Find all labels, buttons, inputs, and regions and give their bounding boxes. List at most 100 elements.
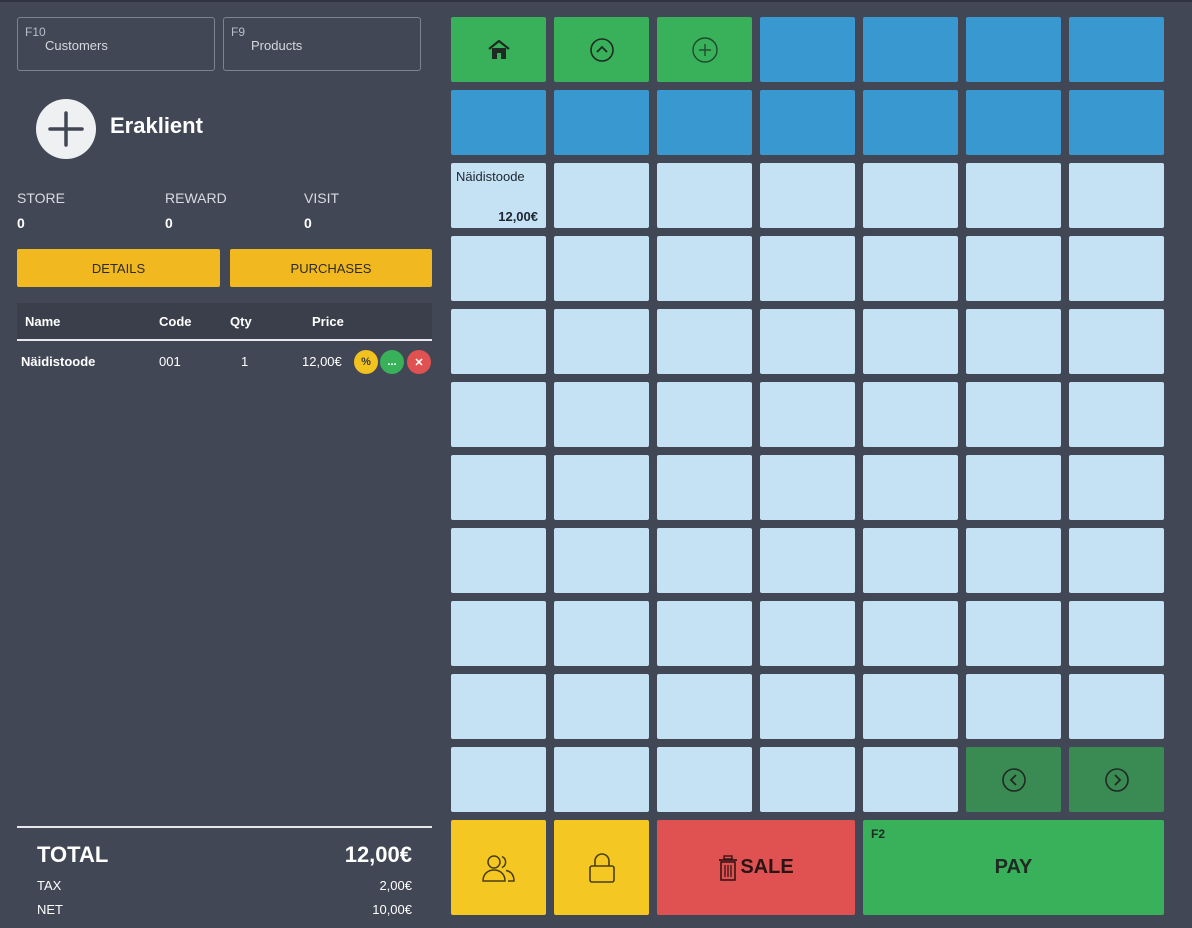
users-icon — [481, 854, 515, 882]
details-button[interactable]: DETAILS — [17, 249, 220, 287]
category-tile[interactable] — [1069, 17, 1164, 82]
empty-product-tile[interactable] — [1069, 236, 1164, 301]
empty-product-tile[interactable] — [451, 747, 546, 812]
empty-product-tile[interactable] — [1069, 528, 1164, 593]
category-tile[interactable] — [657, 90, 752, 155]
empty-product-tile[interactable] — [760, 674, 855, 739]
empty-product-tile[interactable] — [1069, 455, 1164, 520]
empty-product-tile[interactable] — [863, 236, 958, 301]
empty-product-tile[interactable] — [1069, 309, 1164, 374]
empty-product-tile[interactable] — [760, 382, 855, 447]
empty-product-tile[interactable] — [863, 601, 958, 666]
products-search-button[interactable]: F9 Products — [223, 17, 421, 71]
empty-product-tile[interactable] — [657, 455, 752, 520]
more-options-button[interactable]: ... — [380, 350, 404, 374]
column-header-qty: Qty — [230, 314, 252, 329]
discount-button[interactable]: % — [354, 350, 378, 374]
empty-product-tile[interactable] — [657, 674, 752, 739]
empty-product-tile[interactable] — [966, 309, 1061, 374]
empty-product-tile[interactable] — [863, 455, 958, 520]
empty-product-tile[interactable] — [554, 747, 649, 812]
empty-product-tile[interactable] — [760, 236, 855, 301]
lock-button[interactable] — [554, 820, 649, 915]
empty-product-tile[interactable] — [657, 747, 752, 812]
empty-product-tile[interactable] — [863, 747, 958, 812]
empty-product-tile[interactable] — [657, 309, 752, 374]
product-tile[interactable]: Näidistoode 12,00€ — [451, 163, 546, 228]
empty-product-tile[interactable] — [863, 674, 958, 739]
customers-button[interactable] — [451, 820, 546, 915]
category-tile[interactable] — [1069, 90, 1164, 155]
empty-product-tile[interactable] — [554, 455, 649, 520]
category-tile[interactable] — [451, 90, 546, 155]
category-tile[interactable] — [760, 90, 855, 155]
empty-product-tile[interactable] — [863, 528, 958, 593]
empty-product-tile[interactable] — [1069, 163, 1164, 228]
net-label: NET — [37, 902, 63, 917]
empty-product-tile[interactable] — [657, 528, 752, 593]
empty-product-tile[interactable] — [451, 674, 546, 739]
category-tile[interactable] — [966, 90, 1061, 155]
empty-product-tile[interactable] — [1069, 674, 1164, 739]
empty-product-tile[interactable] — [554, 382, 649, 447]
empty-product-tile[interactable] — [760, 163, 855, 228]
column-header-price: Price — [312, 314, 344, 329]
trash-icon — [719, 854, 738, 881]
empty-product-tile[interactable] — [760, 601, 855, 666]
empty-product-tile[interactable] — [657, 382, 752, 447]
empty-product-tile[interactable] — [451, 236, 546, 301]
empty-product-tile[interactable] — [451, 382, 546, 447]
pay-button[interactable]: F2 PAY — [863, 820, 1164, 915]
empty-product-tile[interactable] — [554, 163, 649, 228]
empty-product-tile[interactable] — [863, 382, 958, 447]
empty-product-tile[interactable] — [966, 236, 1061, 301]
empty-product-tile[interactable] — [451, 309, 546, 374]
category-tile[interactable] — [760, 17, 855, 82]
category-tile[interactable] — [863, 90, 958, 155]
empty-product-tile[interactable] — [554, 236, 649, 301]
delete-sale-button[interactable]: SALE — [657, 820, 855, 915]
empty-product-tile[interactable] — [554, 309, 649, 374]
category-tile[interactable] — [966, 17, 1061, 82]
empty-product-tile[interactable] — [863, 309, 958, 374]
previous-page-button[interactable] — [966, 747, 1061, 812]
add-product-button[interactable] — [657, 17, 752, 82]
remove-item-button[interactable]: ✕ — [407, 350, 431, 374]
row-name: Näidistoode — [21, 354, 96, 369]
empty-product-tile[interactable] — [554, 528, 649, 593]
empty-product-tile[interactable] — [966, 163, 1061, 228]
empty-product-tile[interactable] — [966, 528, 1061, 593]
empty-product-tile[interactable] — [657, 236, 752, 301]
next-page-button[interactable] — [1069, 747, 1164, 812]
empty-product-tile[interactable] — [966, 601, 1061, 666]
empty-product-tile[interactable] — [657, 163, 752, 228]
empty-product-tile[interactable] — [1069, 382, 1164, 447]
customers-search-label: Customers — [45, 38, 108, 53]
plus-icon — [48, 111, 84, 147]
empty-product-tile[interactable] — [554, 601, 649, 666]
home-button[interactable] — [451, 17, 546, 82]
customers-search-button[interactable]: F10 Customers — [17, 17, 215, 71]
purchases-button[interactable]: PURCHASES — [230, 249, 432, 287]
empty-product-tile[interactable] — [1069, 601, 1164, 666]
add-customer-button[interactable] — [36, 99, 96, 159]
empty-product-tile[interactable] — [451, 528, 546, 593]
empty-product-tile[interactable] — [760, 455, 855, 520]
empty-product-tile[interactable] — [760, 528, 855, 593]
empty-product-tile[interactable] — [966, 382, 1061, 447]
empty-product-tile[interactable] — [554, 674, 649, 739]
category-tile[interactable] — [863, 17, 958, 82]
category-up-button[interactable] — [554, 17, 649, 82]
empty-product-tile[interactable] — [657, 601, 752, 666]
empty-product-tile[interactable] — [760, 747, 855, 812]
empty-product-tile[interactable] — [760, 309, 855, 374]
customers-shortcut-key: F10 — [25, 25, 46, 39]
empty-product-tile[interactable] — [451, 601, 546, 666]
row-code: 001 — [159, 354, 181, 369]
category-tile[interactable] — [554, 90, 649, 155]
empty-product-tile[interactable] — [451, 455, 546, 520]
empty-product-tile[interactable] — [966, 674, 1061, 739]
top-border — [0, 0, 1192, 2]
empty-product-tile[interactable] — [863, 163, 958, 228]
empty-product-tile[interactable] — [966, 455, 1061, 520]
